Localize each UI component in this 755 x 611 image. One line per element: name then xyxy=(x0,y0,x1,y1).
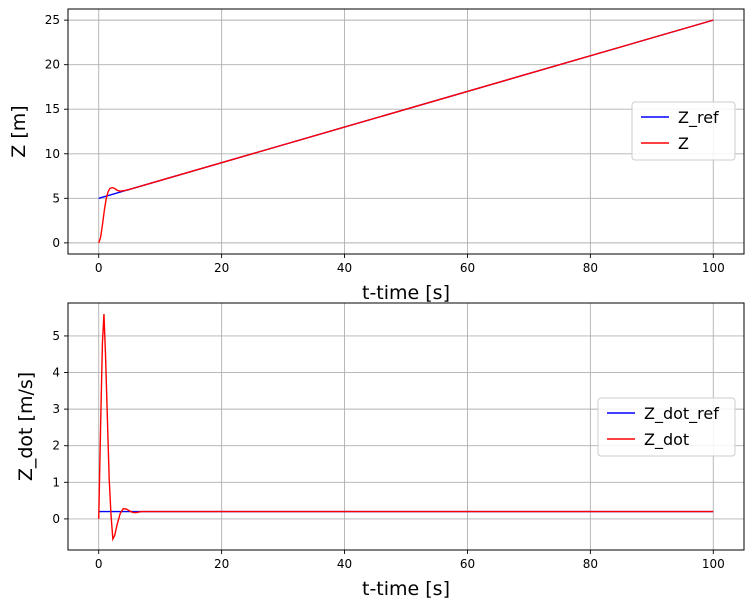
series-line-z-dot xyxy=(98,313,714,542)
y-axis-label: Z_dot [m/s] xyxy=(15,372,37,481)
x-tick-label: 80 xyxy=(583,261,598,275)
y-axis-label: Z [m] xyxy=(8,105,30,157)
y-tick-label: 3 xyxy=(52,402,60,416)
y-tick-label: 20 xyxy=(45,58,60,72)
legend-entry: Z_ref xyxy=(678,108,719,128)
x-tick-label: 0 xyxy=(95,557,103,571)
y-tick-label: 4 xyxy=(52,366,60,380)
y-tick-label: 10 xyxy=(45,147,60,161)
legend: Z_ref Z xyxy=(631,101,736,161)
legend: Z_dot_ref Z_dot xyxy=(597,397,736,457)
legend-entry: Z_dot_ref xyxy=(644,404,719,424)
x-tick-label: 100 xyxy=(702,557,725,571)
y-tick-label: 25 xyxy=(45,13,60,27)
y-tick-label: 0 xyxy=(52,236,60,250)
x-tick-label: 100 xyxy=(702,261,725,275)
subplot-1: 0 20 40 60 80 100 0 5 10 15 20 25 t-time [s] Z [m] Z_r… xyxy=(8,8,745,304)
x-tick-label: 40 xyxy=(337,261,352,275)
x-axis-label: t-time [s] xyxy=(362,578,450,600)
legend-entry: Z xyxy=(678,134,689,153)
axes-frame xyxy=(67,8,745,255)
x-tick-label: 0 xyxy=(95,261,103,275)
y-tick-label: 1 xyxy=(52,475,60,489)
y-tick-label: 0 xyxy=(52,512,60,526)
x-tick-label: 60 xyxy=(460,557,475,571)
y-tick-label: 5 xyxy=(52,191,60,205)
x-tick-label: 20 xyxy=(214,261,229,275)
series-line-z xyxy=(98,19,714,244)
legend-entry: Z_dot xyxy=(644,430,689,450)
y-tick-label: 2 xyxy=(52,439,60,453)
axes-frame xyxy=(67,302,745,551)
x-tick-label: 60 xyxy=(460,261,475,275)
subplot-2: 0 20 40 60 80 100 0 1 2 3 4 5 t-time [s] Z_dot [m/s] Z… xyxy=(15,302,745,600)
x-tick-label: 40 xyxy=(337,557,352,571)
y-tick-label: 5 xyxy=(52,329,60,343)
x-tick-label: 80 xyxy=(583,557,598,571)
y-tick-label: 15 xyxy=(45,102,60,116)
x-axis-label: t-time [s] xyxy=(362,282,450,304)
x-tick-label: 20 xyxy=(214,557,229,571)
